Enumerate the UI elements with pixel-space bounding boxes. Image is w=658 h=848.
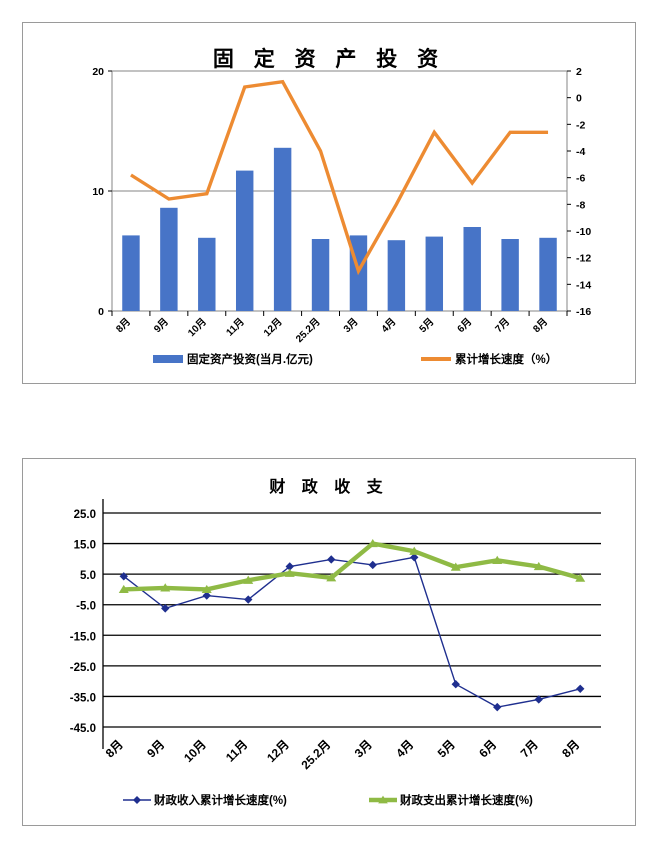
chart-title-fixed-asset: 固 定 资 产 投 资 [212, 48, 446, 71]
bar-fixed-asset-investment [160, 207, 178, 311]
x-axis-category-label: 7月 [493, 316, 512, 335]
x-axis-category-label: 8月 [531, 316, 550, 335]
x-axis-category-label: 9月 [152, 316, 171, 335]
chart-graphic: 25.0 15.0 5.0 -5.0 -15.0 -25.0 -35.0 -45.0 8月 9月 1… [70, 499, 601, 772]
legend-label: 财政支出累计增长速度(%) [399, 793, 533, 807]
x-axis-category-label: 6月 [455, 316, 474, 335]
x-axis-category-label: 3月 [341, 316, 360, 335]
y-axis-tick-label-right: -2 [576, 119, 585, 131]
data-point-marker-diamond [576, 684, 585, 693]
data-point-marker-triangle [160, 583, 171, 592]
x-axis-category-label: 3月 [352, 737, 375, 760]
data-point-marker-diamond [451, 680, 460, 689]
y-axis-tick-label: -45.0 [70, 723, 96, 735]
data-point-marker-triangle [284, 568, 295, 577]
y-axis-tick-label: 15.0 [74, 540, 96, 552]
chart-title-fiscal: 财 政 收 支 [269, 479, 389, 496]
data-point-marker-diamond [368, 560, 377, 570]
x-axis-category-label: 5月 [435, 737, 458, 760]
data-point-marker-diamond [493, 702, 502, 712]
x-axis-category-label: 8月 [559, 737, 582, 760]
y-axis-tick-label-left: 0 [98, 306, 104, 318]
bar-fixed-asset-investment [273, 147, 292, 311]
bar-fixed-asset-investment [198, 237, 216, 311]
y-axis-tick-label-right: -8 [576, 199, 585, 211]
data-point-marker-diamond [202, 591, 211, 600]
legend-marker-diamond [133, 796, 141, 804]
y-axis-tick-label: -35.0 [70, 692, 96, 704]
y-axis-tick-label-right: -4 [576, 146, 585, 158]
bar-fixed-asset-investment [425, 236, 444, 311]
chart-canvas-fiscal: 25.0 15.0 5.0 -5.0 -15.0 -25.0 -35.0 -45.0 8月 9月 1… [70, 499, 601, 807]
data-point-marker-triangle [243, 575, 254, 584]
chart-panel-fixed-asset: 固 定 资 产 投 资 0 10 20 2 0 -2 -4 -6 -8 -10 -12 -14 -16 8… [22, 22, 636, 384]
x-axis-category-label: 25.2月 [298, 737, 333, 772]
bar-fixed-asset-investment [539, 237, 557, 311]
legend-marker-triangle [378, 795, 388, 804]
line-cumulative-growth-rate [130, 79, 549, 276]
x-axis-category-label: 12月 [264, 737, 292, 765]
data-point-marker-triangle [367, 538, 378, 548]
data-point-marker-triangle [492, 555, 503, 564]
chart-panel-fiscal: 财 政 收 支 25.0 15.0 5.0 -5.0 -15.0 -25.0 -35.0 -4… [22, 458, 636, 826]
legend-swatch-bar [153, 355, 183, 363]
data-point-marker-triangle [533, 561, 544, 571]
data-point-marker-diamond [285, 562, 294, 571]
legend-label: 财政收入累计增长速度(%) [153, 793, 287, 807]
bar-fixed-asset-investment [501, 239, 519, 311]
x-axis-category-label: 10月 [185, 316, 208, 339]
y-axis-tick-label-left: 20 [92, 66, 104, 78]
x-axis-category-label: 5月 [417, 316, 436, 335]
x-axis-category-label: 4月 [393, 737, 416, 760]
data-point-marker-diamond [534, 695, 543, 704]
y-axis-tick-label-right: 0 [576, 93, 582, 105]
data-point-marker-triangle [118, 584, 129, 594]
y-axis-tick-label-right: -12 [576, 253, 591, 265]
x-axis-category-label: 7月 [518, 737, 541, 760]
y-axis-tick-label: -15.0 [70, 631, 96, 643]
bar-fixed-asset-investment [463, 227, 481, 311]
y-axis-tick-label: 25.0 [74, 509, 96, 521]
bar-fixed-asset-investment [122, 235, 140, 311]
x-axis-category-label: 6月 [476, 737, 499, 760]
data-point-marker-triangle [450, 562, 461, 571]
x-axis-category-label: 9月 [144, 737, 167, 760]
legend-label: 累计增长速度（%） [455, 352, 557, 366]
y-axis-tick-label: -25.0 [70, 662, 96, 674]
x-axis-category-label: 8月 [114, 316, 133, 335]
y-axis-tick-label-right: -16 [576, 306, 591, 318]
data-point-marker-diamond [327, 555, 336, 564]
y-axis-tick-label-right: -14 [576, 279, 591, 291]
x-axis-category-label: 4月 [379, 316, 398, 335]
line-fiscal-expenditure [123, 541, 581, 592]
x-axis-category-label: 8月 [103, 737, 126, 760]
y-axis-tick-label-right: -10 [576, 226, 591, 238]
y-axis-tick-label-left: 10 [92, 186, 104, 198]
data-point-marker-triangle [201, 584, 212, 594]
x-axis-category-label: 11月 [224, 316, 247, 339]
y-axis-tick-label-right: 2 [576, 66, 582, 78]
x-axis-category-label: 12月 [261, 316, 284, 339]
x-axis-category-label: 10月 [181, 737, 209, 765]
data-point-marker-triangle [409, 546, 420, 555]
x-axis-category-label: 11月 [223, 737, 250, 764]
chart-legend-fiscal: 财政收入累计增长速度(%) 财政支出累计增长速度(%) [123, 793, 533, 807]
data-point-marker-triangle [326, 573, 337, 582]
bar-fixed-asset-investment [235, 170, 254, 311]
x-axis-category-label: 25.2月 [293, 316, 322, 345]
y-axis-tick-label-right: -6 [576, 173, 585, 185]
chart-legend-fixed-asset: 固定资产投资(当月.亿元) 累计增长速度（%） [153, 352, 557, 366]
bar-fixed-asset-investment [311, 239, 330, 311]
y-axis-tick-label: -5.0 [76, 601, 96, 613]
y-axis-tick-label: 5.0 [80, 570, 96, 582]
data-point-marker-triangle [575, 573, 586, 582]
line-fiscal-revenue [123, 556, 581, 708]
bar-fixed-asset-investment [387, 240, 406, 311]
legend-label: 固定资产投资(当月.亿元) [187, 352, 313, 366]
